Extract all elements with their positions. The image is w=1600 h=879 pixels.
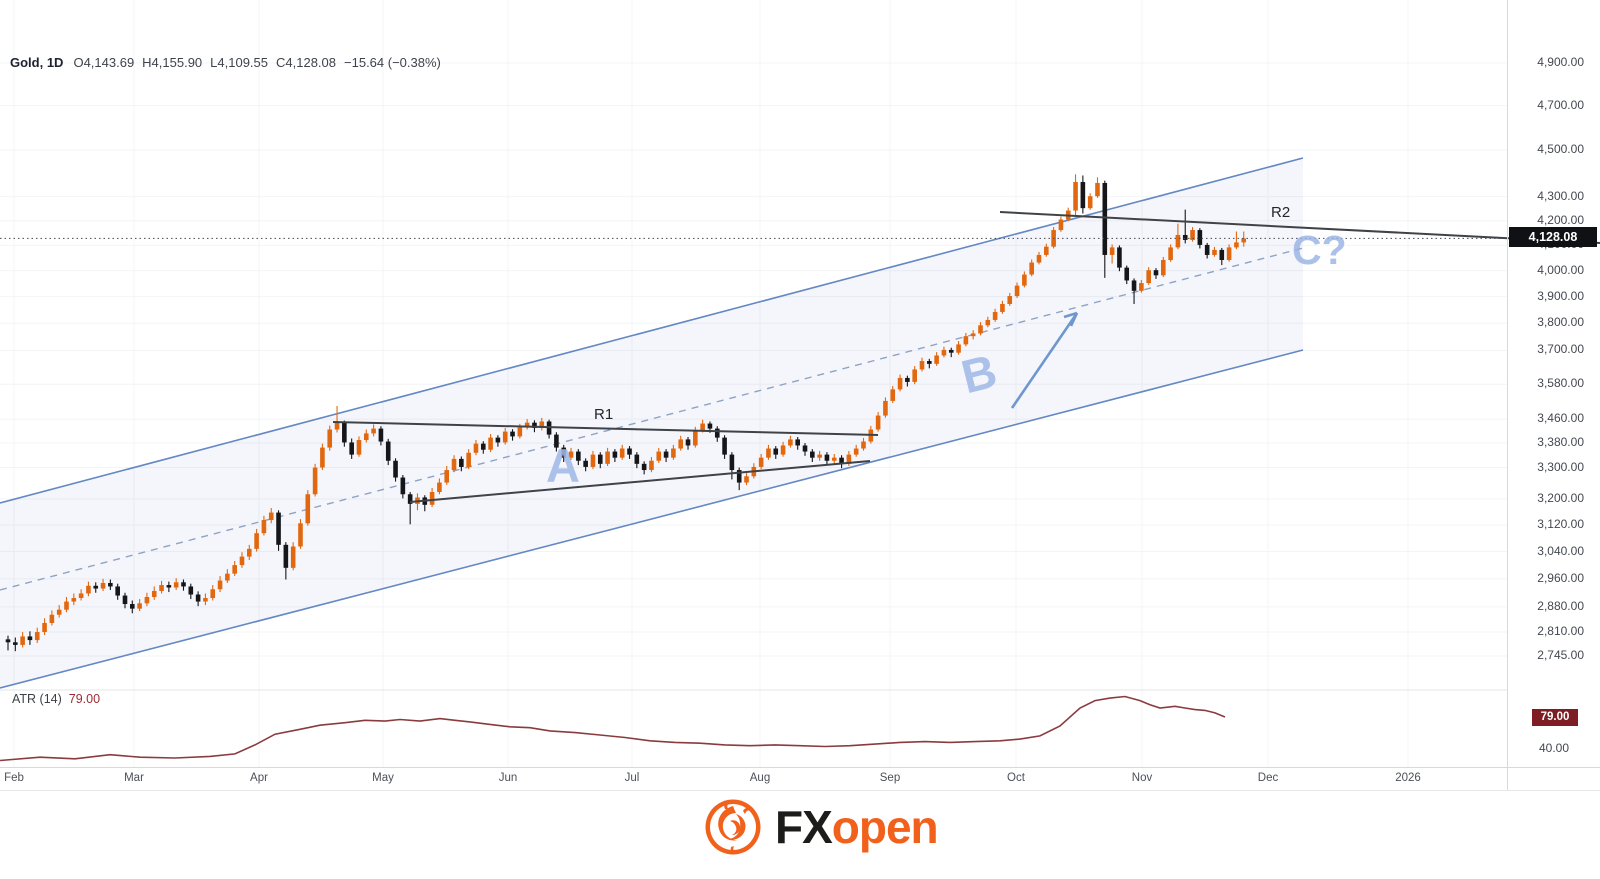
chart-legend[interactable]: Gold, 1D O4,143.69 H4,155.90 L4,109.55 C4,12… xyxy=(10,55,441,70)
time-axis-label: Apr xyxy=(250,772,268,784)
time-axis-label: 2026 xyxy=(1395,772,1421,784)
price-axis-label: 3,700.00 xyxy=(1537,342,1584,357)
price-axis-label: 4,300.00 xyxy=(1537,188,1584,203)
logo-open-text: open xyxy=(831,801,939,853)
atr-label: ATR (14) xyxy=(12,692,62,706)
price-axis-label: 2,810.00 xyxy=(1537,624,1584,639)
price-axis-label: 4,700.00 xyxy=(1537,97,1584,112)
price-change: −15.64 (−0.38%) xyxy=(344,55,441,70)
price-axis-label: 3,900.00 xyxy=(1537,288,1584,303)
fxopen-wordmark: FXopen xyxy=(775,798,939,856)
price-axis-label: 4,500.00 xyxy=(1537,142,1584,157)
price-axis-label: 3,580.00 xyxy=(1537,376,1584,391)
price-axis-label: 2,960.00 xyxy=(1537,570,1584,585)
price-axis-label: 4,900.00 xyxy=(1537,55,1584,69)
time-axis-label: Jul xyxy=(624,772,640,784)
annotation-wave-a[interactable]: A xyxy=(546,439,580,492)
time-axis[interactable]: Feb Mar Apr May Jun Jul Aug Sep Oct Nov Dec 2026 xyxy=(0,769,1507,790)
footer-branding: FXopen xyxy=(0,791,1600,879)
fxopen-dragon-emblem xyxy=(705,799,761,855)
time-axis-label: Aug xyxy=(749,772,771,784)
atr-value-badge: 79.00 xyxy=(1532,709,1578,726)
time-axis-label: Mar xyxy=(124,772,144,784)
trendline-drawings[interactable] xyxy=(332,211,1600,503)
annotation-r2-label[interactable]: R2 xyxy=(1271,204,1291,221)
price-axis-label: 2,745.00 xyxy=(1537,648,1584,662)
price-axis-label: 3,380.00 xyxy=(1537,435,1584,450)
time-axis-label: Dec xyxy=(1257,772,1279,784)
price-axis-label: 3,800.00 xyxy=(1537,315,1584,330)
annotation-wave-c[interactable]: C? xyxy=(1292,227,1347,273)
ohlc-high: H4,155.90 xyxy=(142,55,203,70)
fxopen-logo: FXopen xyxy=(703,797,939,857)
time-axis-label: Sep xyxy=(879,772,901,784)
time-axis-label: Oct xyxy=(1007,772,1025,784)
parallel-channel-drawing[interactable] xyxy=(0,157,1304,689)
ohlc-low: L4,109.55 xyxy=(210,55,269,70)
price-axis-label: 3,460.00 xyxy=(1537,411,1584,426)
ohlc-close: C4,128.08 xyxy=(276,55,337,70)
price-axis-label: 4,000.00 xyxy=(1537,262,1584,277)
logo-fx-text: FX xyxy=(775,801,833,853)
ohlc-open: O4,143.69 xyxy=(73,55,135,70)
wave-b-arrow[interactable] xyxy=(1010,311,1079,409)
price-axis-label: 3,300.00 xyxy=(1537,459,1584,474)
annotation-r1-label[interactable]: R1 xyxy=(594,406,614,423)
last-price-badge: 4,128.08 xyxy=(1509,227,1597,247)
price-axis-label: 4,200.00 xyxy=(1537,212,1584,227)
price-axis-label: 3,120.00 xyxy=(1537,516,1584,531)
price-axis[interactable]: 4,900.00 4,700.00 4,500.00 4,300.00 4,200.00… xyxy=(1507,0,1600,790)
atr-indicator-legend[interactable]: ATR (14) 79.00 xyxy=(12,692,100,706)
time-axis-label: May xyxy=(372,772,394,784)
symbol-title: Gold, 1D xyxy=(10,55,64,70)
price-axis-label: 3,200.00 xyxy=(1537,491,1584,506)
candlestick-series xyxy=(5,174,1247,652)
atr-value: 79.00 xyxy=(68,692,101,706)
atr-line-series xyxy=(0,695,1226,762)
atr-axis-label: 40.00 xyxy=(1538,741,1569,755)
price-axis-label: 2,880.00 xyxy=(1537,598,1584,613)
time-axis-label: Feb xyxy=(4,772,24,784)
price-axis-label: 3,040.00 xyxy=(1537,543,1584,558)
time-axis-label: Jun xyxy=(498,772,518,784)
time-axis-label: Nov xyxy=(1131,772,1153,784)
